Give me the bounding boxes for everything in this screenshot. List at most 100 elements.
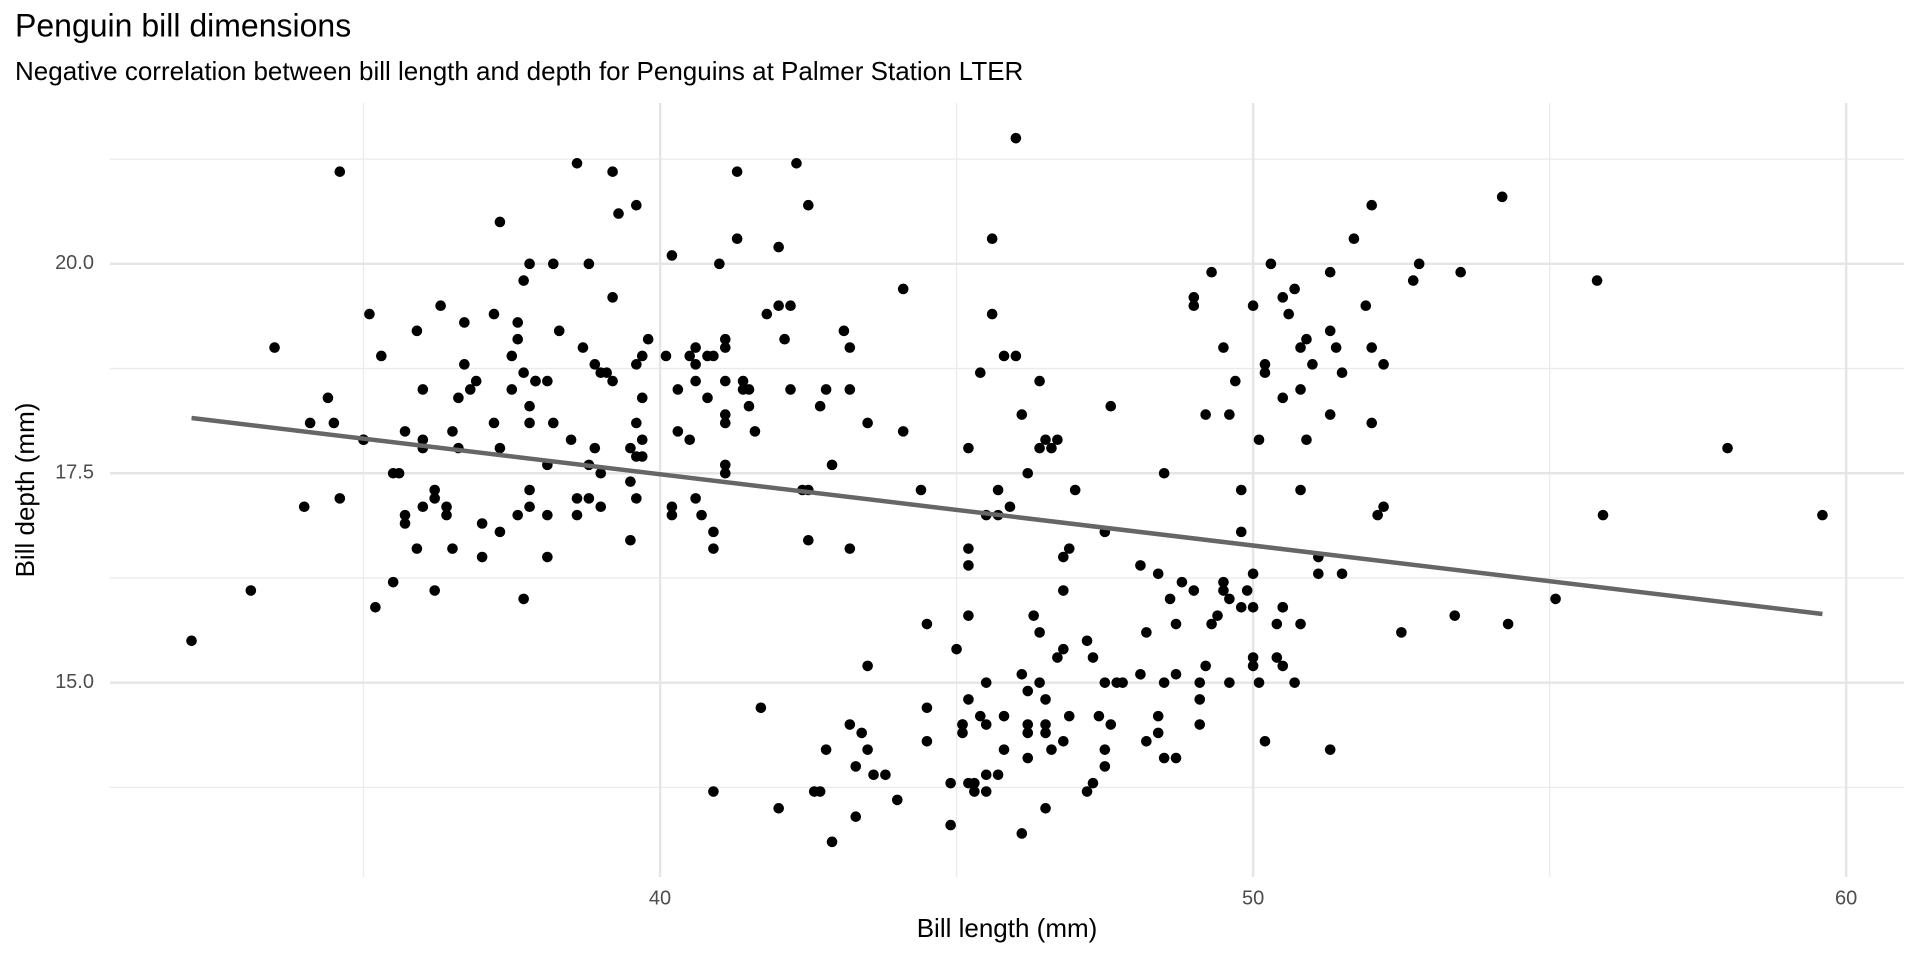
point — [1378, 501, 1389, 513]
point — [447, 543, 458, 554]
point — [945, 819, 956, 831]
point — [524, 417, 535, 429]
point — [1188, 300, 1200, 312]
point — [583, 258, 595, 270]
point — [1253, 434, 1265, 446]
point — [530, 375, 541, 387]
point — [862, 744, 873, 755]
point — [719, 333, 731, 345]
point — [512, 509, 524, 521]
point — [370, 601, 381, 613]
point — [731, 233, 743, 245]
point — [684, 434, 696, 446]
point — [524, 484, 535, 496]
point — [524, 501, 535, 513]
point — [298, 501, 310, 513]
point — [814, 786, 826, 797]
point — [636, 434, 648, 446]
point — [1164, 593, 1176, 605]
point — [1247, 660, 1259, 672]
point — [1413, 258, 1425, 270]
point — [702, 392, 713, 404]
point — [963, 560, 974, 571]
point — [417, 384, 429, 395]
point — [494, 442, 506, 454]
point — [1158, 752, 1170, 764]
point — [565, 434, 577, 446]
point — [506, 350, 518, 362]
point — [1277, 392, 1289, 404]
point — [719, 409, 731, 420]
point — [542, 551, 553, 563]
point — [631, 199, 642, 211]
point — [589, 442, 601, 454]
point — [690, 493, 701, 504]
y-tick-label: 20.0 — [55, 252, 94, 274]
point — [1022, 719, 1034, 730]
point — [518, 367, 529, 379]
point — [387, 576, 399, 588]
point — [945, 777, 956, 789]
point — [1069, 484, 1081, 496]
point — [1194, 694, 1206, 705]
point — [1241, 585, 1253, 596]
point — [838, 325, 850, 337]
point — [1200, 409, 1211, 420]
point — [1034, 375, 1045, 387]
point — [862, 660, 873, 672]
point — [429, 585, 440, 596]
point — [1022, 752, 1034, 764]
point — [980, 677, 992, 688]
point — [980, 719, 992, 730]
point — [737, 375, 749, 387]
point — [1230, 375, 1241, 387]
point — [393, 467, 405, 479]
point — [625, 534, 636, 546]
point — [328, 417, 340, 429]
point — [714, 258, 725, 270]
point — [862, 417, 873, 429]
point — [957, 719, 968, 730]
point — [719, 375, 731, 387]
point — [1034, 627, 1045, 638]
point — [755, 702, 767, 714]
point — [844, 342, 856, 353]
point — [1046, 744, 1057, 755]
point — [1016, 828, 1028, 839]
plot-area — [186, 132, 1828, 848]
point — [850, 761, 862, 772]
point — [666, 501, 678, 513]
x-tick-label: 50 — [1242, 887, 1264, 909]
point — [1016, 409, 1028, 420]
point — [429, 484, 440, 496]
point — [672, 426, 684, 437]
point — [595, 367, 607, 379]
point — [1271, 618, 1283, 630]
point — [1176, 576, 1188, 588]
point — [1135, 668, 1146, 680]
point — [1295, 342, 1306, 353]
point — [1366, 342, 1378, 353]
point — [880, 769, 891, 781]
point — [1111, 677, 1123, 688]
point — [1235, 601, 1247, 613]
point — [631, 493, 642, 504]
point — [1206, 618, 1217, 630]
point — [921, 618, 933, 630]
point — [488, 417, 500, 429]
point — [1271, 652, 1283, 663]
point — [749, 426, 761, 437]
point — [1295, 618, 1306, 630]
point — [1247, 568, 1259, 580]
point — [963, 777, 974, 789]
point — [542, 509, 553, 521]
point — [719, 417, 731, 429]
point — [542, 375, 553, 387]
point — [595, 467, 607, 479]
point — [1034, 442, 1045, 454]
point — [803, 534, 814, 546]
point — [773, 241, 784, 253]
x-axis-label: Bill length (mm) — [917, 913, 1098, 943]
point — [625, 442, 636, 454]
point — [636, 392, 648, 404]
